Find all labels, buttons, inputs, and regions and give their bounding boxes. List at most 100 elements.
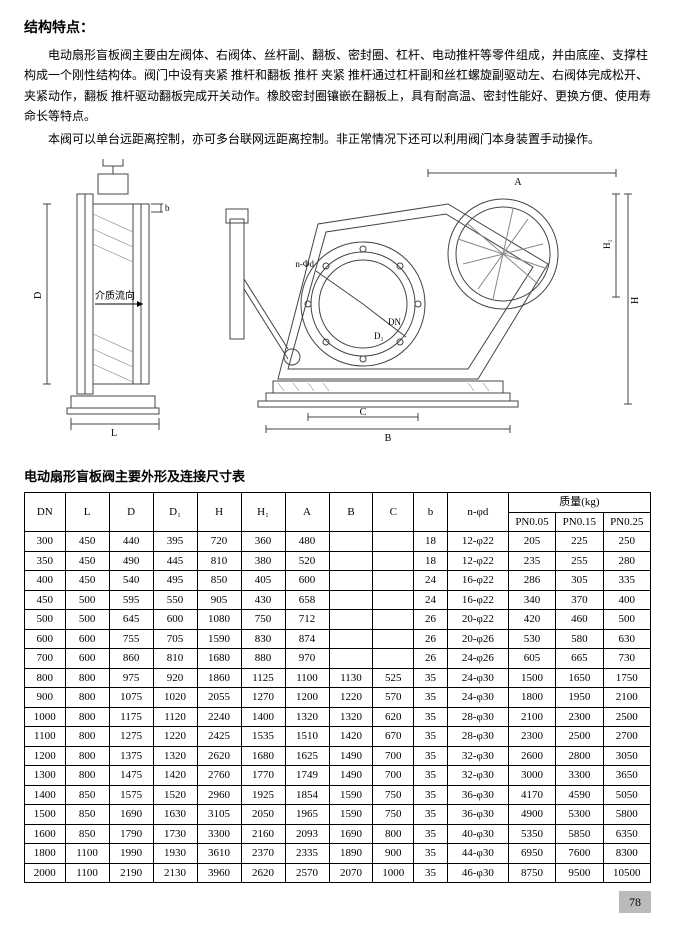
table-row: 9008001075102020551270120012205703524-φ3…	[25, 688, 651, 708]
table-cell: 1375	[109, 746, 153, 766]
table-cell: 1680	[241, 746, 285, 766]
table-body: 3004504403957203604801812-φ2220522525035…	[25, 532, 651, 883]
table-cell: 420	[508, 610, 555, 630]
table-cell: 46-φ30	[447, 863, 508, 883]
table-cell: 1770	[241, 766, 285, 786]
table-cell: 665	[556, 649, 603, 669]
col-D: D	[109, 493, 153, 532]
table-cell: 1400	[241, 707, 285, 727]
table-row: 13008001475142027601770174914907003532-φ…	[25, 766, 651, 786]
table-cell: 600	[65, 649, 109, 669]
table-cell	[373, 629, 414, 649]
table-cell: 1270	[241, 688, 285, 708]
table-cell: 35	[414, 844, 448, 864]
table-cell: 712	[285, 610, 329, 630]
table-cell: 1730	[153, 824, 197, 844]
table-cell: 1020	[153, 688, 197, 708]
table-cell: 1790	[109, 824, 153, 844]
table-cell: 755	[109, 629, 153, 649]
table-cell: 520	[285, 551, 329, 571]
table-cell	[373, 571, 414, 591]
table-cell: 16-φ22	[447, 571, 508, 591]
table-cell: 28-φ30	[447, 727, 508, 747]
table-row: 2000110021902130396026202570207010003546…	[25, 863, 651, 883]
table-cell: 1510	[285, 727, 329, 747]
table-cell: 1400	[25, 785, 66, 805]
col-mass: 质量(kg)	[508, 493, 650, 513]
table-cell: 830	[241, 629, 285, 649]
table-cell: 2370	[241, 844, 285, 864]
table-cell: 525	[373, 668, 414, 688]
table-cell: 400	[25, 571, 66, 591]
col-L: L	[65, 493, 109, 532]
table-cell: 800	[373, 824, 414, 844]
table-cell: 286	[508, 571, 555, 591]
table-cell: 1750	[603, 668, 650, 688]
table-cell: 2190	[109, 863, 153, 883]
table-cell: 8750	[508, 863, 555, 883]
table-cell: 670	[373, 727, 414, 747]
table-cell: 2300	[556, 707, 603, 727]
table-cell: 250	[603, 532, 650, 552]
table-cell: 705	[153, 629, 197, 649]
table-cell: 500	[65, 590, 109, 610]
table-cell: 810	[197, 551, 241, 571]
table-cell: 1590	[329, 805, 373, 825]
table-cell: 500	[25, 610, 66, 630]
col-H: H	[197, 493, 241, 532]
table-cell: 490	[109, 551, 153, 571]
table-cell: 24	[414, 590, 448, 610]
table-cell: 35	[414, 824, 448, 844]
table-cell: 32-φ30	[447, 746, 508, 766]
table-cell: 2000	[25, 863, 66, 883]
table-cell: 5800	[603, 805, 650, 825]
table-cell: 1600	[25, 824, 66, 844]
table-cell: 4170	[508, 785, 555, 805]
table-row: 70060086081016808809702624-φ26605665730	[25, 649, 651, 669]
table-cell: 620	[373, 707, 414, 727]
table-cell: 1175	[109, 707, 153, 727]
table-cell: 370	[556, 590, 603, 610]
table-cell: 1200	[25, 746, 66, 766]
table-cell: 225	[556, 532, 603, 552]
table-cell: 800	[65, 766, 109, 786]
table-cell: 18	[414, 532, 448, 552]
dim-label-H1: H₁	[602, 239, 612, 249]
table-cell: 36-φ30	[447, 785, 508, 805]
table-cell: 24-φ30	[447, 688, 508, 708]
table-row: 180011001990193036102370233518909003544-…	[25, 844, 651, 864]
table-cell: 1320	[153, 746, 197, 766]
table-cell: 35	[414, 863, 448, 883]
table-cell: 1890	[329, 844, 373, 864]
table-cell: 730	[603, 649, 650, 669]
table-cell: 658	[285, 590, 329, 610]
table-cell: 18	[414, 551, 448, 571]
table-cell: 2160	[241, 824, 285, 844]
table-cell: 720	[197, 532, 241, 552]
table-cell: 340	[508, 590, 555, 610]
table-cell: 8300	[603, 844, 650, 864]
table-cell: 2070	[329, 863, 373, 883]
table-row: 15008501690163031052050196515907503536-φ…	[25, 805, 651, 825]
table-cell: 40-φ30	[447, 824, 508, 844]
table-cell: 1100	[285, 668, 329, 688]
table-row: 80080097592018601125110011305253524-φ301…	[25, 668, 651, 688]
table-cell: 970	[285, 649, 329, 669]
table-cell: 850	[65, 824, 109, 844]
table-cell: 1500	[25, 805, 66, 825]
table-cell: 1690	[329, 824, 373, 844]
table-cell: 32-φ30	[447, 766, 508, 786]
table-cell: 1490	[329, 766, 373, 786]
table-cell: 1690	[109, 805, 153, 825]
table-cell: 3000	[508, 766, 555, 786]
table-cell: 2100	[508, 707, 555, 727]
table-cell: 1500	[508, 668, 555, 688]
dim-label-H: H	[630, 297, 641, 304]
table-cell: 2960	[197, 785, 241, 805]
table-cell: 235	[508, 551, 555, 571]
table-head: DN L D D₁ H H₁ A B C b n-φd 质量(kg) PN0.0…	[25, 493, 651, 532]
table-cell: 1220	[329, 688, 373, 708]
table-cell: 35	[414, 766, 448, 786]
table-cell: 850	[65, 785, 109, 805]
table-cell: 495	[153, 571, 197, 591]
